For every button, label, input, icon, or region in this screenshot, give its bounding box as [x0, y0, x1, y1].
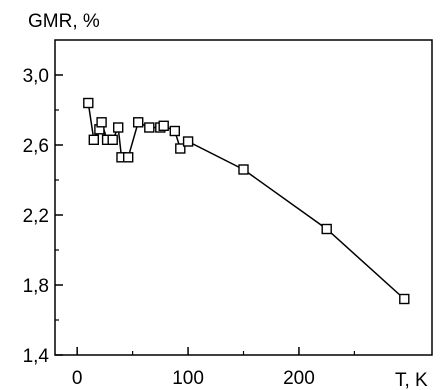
data-point	[132, 117, 144, 128]
data-point	[96, 117, 107, 128]
x-axis-ticks: 0 100 200	[72, 347, 355, 389]
data-point	[169, 125, 181, 137]
data-point	[399, 293, 410, 305]
data-point	[112, 122, 124, 133]
y-tick-label: 1,8	[23, 276, 49, 297]
x-tick-label: 200	[283, 368, 315, 389]
x-tick-label: 0	[72, 368, 83, 389]
y-tick-label: 2,2	[23, 206, 49, 227]
data-point	[144, 122, 155, 133]
y-axis-ticks: 1,4 1,8 2,2 2,6 3,0	[23, 66, 63, 367]
y-tick-label: 1,4	[23, 346, 50, 367]
data-point	[182, 136, 194, 147]
y-tick-label: 2,6	[23, 136, 49, 157]
data-point	[107, 134, 118, 146]
series-line	[87, 102, 405, 300]
data-point	[88, 134, 100, 146]
x-axis-label: T, K	[395, 370, 428, 390]
data-point	[321, 223, 332, 235]
data-point	[175, 143, 186, 154]
data-point	[83, 97, 94, 109]
data-point	[238, 164, 249, 175]
x-tick-label: 100	[172, 368, 204, 389]
y-axis-label: GMR, %	[28, 11, 100, 32]
data-point	[122, 152, 134, 163]
data-markers	[83, 97, 410, 305]
plot-frame	[54, 39, 433, 356]
y-tick-label: 3,0	[23, 66, 49, 87]
data-point	[158, 120, 169, 132]
